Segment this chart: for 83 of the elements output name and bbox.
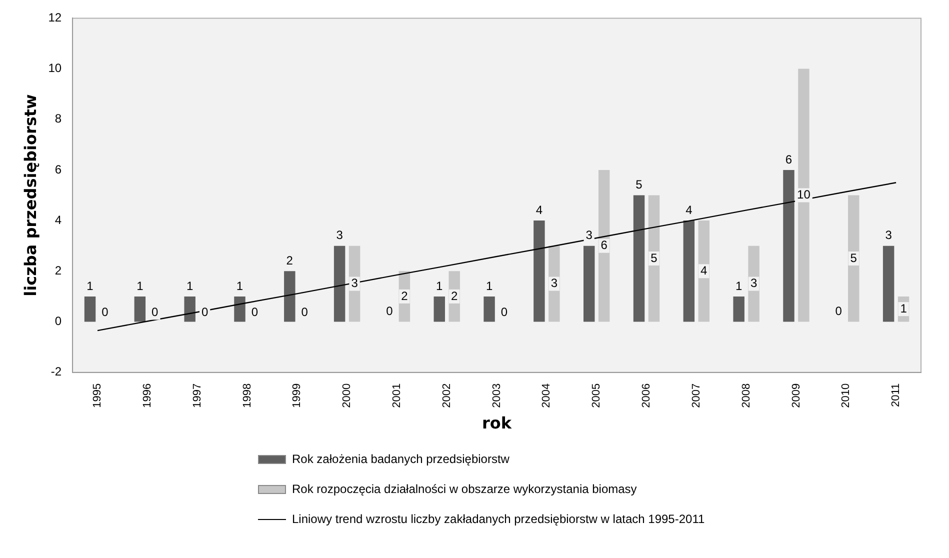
x-tick-label: 2001 <box>390 383 403 408</box>
y-tick-label: 4 <box>54 212 62 227</box>
y-tick-label: 8 <box>54 112 62 126</box>
data-label: 0 <box>835 304 842 318</box>
bar <box>184 296 196 322</box>
x-tick-label: 2005 <box>590 383 603 408</box>
legend-label: Rok założenia badanych przedsiębiorstw <box>292 452 510 466</box>
bar <box>733 296 744 322</box>
data-label: 0 <box>301 305 308 320</box>
y-tick-label: -2 <box>50 364 62 379</box>
bar <box>882 246 894 322</box>
data-label: 4 <box>686 202 693 217</box>
bar <box>648 195 660 322</box>
bar <box>633 195 645 322</box>
data-label: 5 <box>650 250 658 265</box>
data-label: 5 <box>636 178 643 192</box>
x-tick-label: 2004 <box>540 383 553 408</box>
data-label: 1 <box>186 278 194 293</box>
bar <box>683 220 695 322</box>
data-label: 0 <box>152 305 159 320</box>
y-tick-label: 12 <box>48 10 62 25</box>
x-axis-title: rok <box>482 414 512 433</box>
data-label: 2 <box>401 288 408 303</box>
data-label: 6 <box>600 238 608 252</box>
x-tick-label: 2000 <box>341 383 354 408</box>
bar <box>484 296 495 322</box>
legend-label: Rok rozpoczęcia działalności w obszarze wykorzystania biomasy <box>292 482 637 496</box>
x-tick-label: 2008 <box>740 383 752 408</box>
x-tick-label: 2003 <box>490 383 503 408</box>
bar <box>848 195 860 322</box>
x-tick-label: 1998 <box>241 383 254 408</box>
data-label: 0 <box>102 305 109 320</box>
bar <box>598 170 610 322</box>
data-label: 5 <box>850 250 858 265</box>
x-tick-label: 2002 <box>440 383 453 408</box>
data-label: 0 <box>386 304 394 318</box>
data-label: 2 <box>451 288 458 303</box>
bar <box>583 246 595 322</box>
data-label: 1 <box>900 301 908 316</box>
x-tick-label: 1997 <box>191 383 204 408</box>
y-tick-label: 2 <box>54 263 62 278</box>
y-tick-label: 10 <box>48 61 62 76</box>
x-tick-label: 2011 <box>890 383 902 407</box>
data-label: 1 <box>735 278 742 293</box>
data-label: 4 <box>700 263 708 278</box>
bar <box>798 68 810 322</box>
bar <box>783 170 794 322</box>
bar <box>434 296 445 322</box>
bar <box>284 271 296 322</box>
data-label: 6 <box>785 152 792 166</box>
x-tick-label: 2009 <box>790 383 802 408</box>
x-tick-label: 1999 <box>291 383 304 408</box>
data-label: 2 <box>286 253 294 268</box>
data-label: 0 <box>251 305 258 320</box>
x-tick-label: 2006 <box>640 383 653 408</box>
data-label: 1 <box>436 278 444 293</box>
data-label: 3 <box>586 228 593 242</box>
x-tick-label: 2010 <box>840 383 852 408</box>
data-label: 4 <box>536 202 543 217</box>
data-label: 1 <box>236 278 244 293</box>
x-tick-label: 1996 <box>141 383 154 408</box>
data-label: 3 <box>550 276 558 290</box>
data-label: 3 <box>885 228 892 242</box>
data-label: 1 <box>486 278 493 293</box>
legend-label: Liniowy trend wzrostu liczby zakładanych przedsiębiorstw w latach 1995-2011 <box>292 512 705 526</box>
data-label: 0 <box>500 305 508 320</box>
data-label: 0 <box>201 305 208 320</box>
data-label: 3 <box>750 276 758 290</box>
data-label: 3 <box>336 228 344 242</box>
x-tick-label: 1995 <box>92 383 104 408</box>
x-tick-label: 2007 <box>690 383 702 408</box>
bar <box>134 296 146 322</box>
data-label: 1 <box>86 278 94 293</box>
data-label: 10 <box>797 188 811 202</box>
bar <box>334 246 346 322</box>
y-axis-title: liczba przedsiębiorstw <box>20 94 40 296</box>
data-label: 1 <box>136 278 144 293</box>
bar <box>234 296 246 322</box>
y-tick-label: 0 <box>54 314 62 328</box>
data-label: 3 <box>351 276 358 290</box>
bar <box>534 220 545 322</box>
y-tick-label: 6 <box>54 162 62 176</box>
bar <box>84 296 96 322</box>
